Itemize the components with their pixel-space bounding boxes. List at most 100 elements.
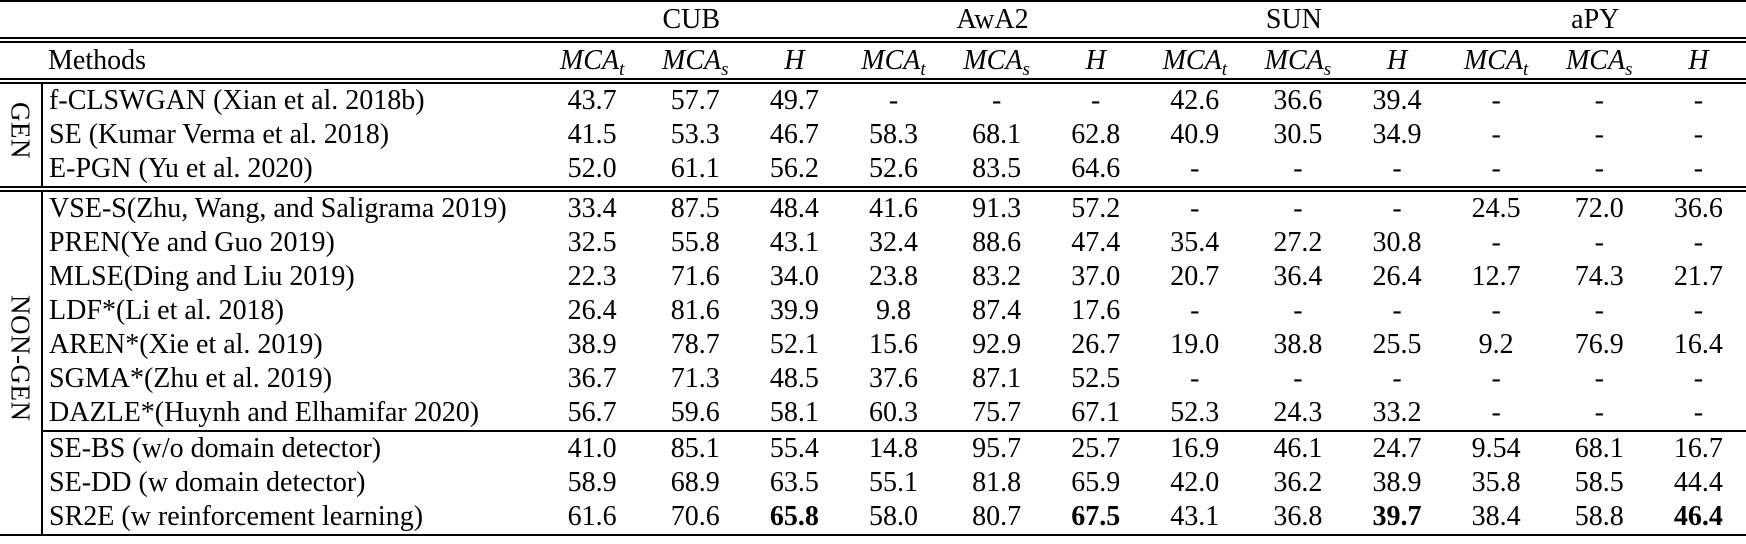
value-cell: 58.3 xyxy=(868,119,918,150)
value-cell: - xyxy=(1491,295,1501,326)
value-cell: 87.1 xyxy=(972,363,1022,394)
value-cell: 44.4 xyxy=(1673,467,1723,498)
method-cell: SE-BS (w/o domain detector) xyxy=(42,430,541,466)
value-cell: 95.7 xyxy=(945,430,1049,466)
value-cell: 71.6 xyxy=(670,261,720,292)
value-cell: 71.3 xyxy=(670,363,720,394)
value-cell: 64.6 xyxy=(1071,153,1121,184)
value-cell: 61.1 xyxy=(670,153,720,184)
value-cell: 37.0 xyxy=(1071,261,1121,292)
value-cell: 81.6 xyxy=(670,295,720,326)
value-cell: 40.9 xyxy=(1170,119,1220,150)
metric-header: MCAs xyxy=(945,40,1049,84)
table-row: AREN*(Xie et al. 2019) 38.9 78.7 52.1 15.6 92… xyxy=(0,328,1746,362)
value-cell: 85.1 xyxy=(643,430,747,466)
metric-header-row: Methods MCAt MCAs H MCAt MCAs H MCAt MCAs H MCAt M… xyxy=(0,40,1746,84)
value-cell: - xyxy=(1693,153,1704,184)
value-cell: - xyxy=(1693,397,1704,428)
value-cell: 14.8 xyxy=(841,430,946,466)
metric-header: H xyxy=(1650,40,1746,84)
value-cell: 52.1 xyxy=(769,329,819,360)
dataset-header-row: CUB AwA2 SUN aPY xyxy=(0,1,1746,43)
value-cell: 56.2 xyxy=(769,153,819,184)
value-cell: - xyxy=(1143,186,1247,226)
value-cell: 60.3 xyxy=(868,397,918,428)
value-cell: 36.6 xyxy=(1650,186,1746,226)
value-cell: 39.4 xyxy=(1349,78,1445,118)
value-cell: - xyxy=(1650,78,1746,118)
method-cell: SR2E (w reinforcement learning) xyxy=(49,501,424,532)
value-cell: 67.1 xyxy=(1071,397,1121,428)
value-cell: 9.2 xyxy=(1478,329,1514,360)
methods-header: Methods xyxy=(0,40,541,84)
metric-label: MCAt xyxy=(1463,45,1529,80)
value-cell: 55.8 xyxy=(670,227,720,258)
value-cell: 42.0 xyxy=(1170,467,1220,498)
table-row: GEN f-CLSWGAN (Xian et al. 2018b) 43.7 57.7… xyxy=(0,78,1746,189)
value-cell: 81.8 xyxy=(972,467,1022,498)
metric-header: H xyxy=(1048,40,1144,84)
value-cell: - xyxy=(1547,78,1651,118)
table-row: NON-GEN VSE-S(Zhu, Wang, and Saligrama 20… xyxy=(0,186,1746,535)
value-cell: - xyxy=(1293,153,1303,184)
value-cell: 39.7 xyxy=(1372,501,1422,532)
method-cell: LDF*(Li et al. 2018) xyxy=(49,295,284,326)
metric-label: H xyxy=(1085,45,1106,76)
value-cell: - xyxy=(1190,363,1200,394)
method-cell: f-CLSWGAN (Xian et al. 2018b) xyxy=(42,78,541,118)
method-cell: E-PGN (Yu et al. 2020) xyxy=(49,153,313,184)
method-cell: MLSE(Ding and Liu 2019) xyxy=(49,261,355,292)
value-cell: 52.5 xyxy=(1071,363,1121,394)
table-row: PREN(Ye and Guo 2019) 32.5 55.8 43.1 32.4 88.… xyxy=(0,226,1746,260)
section-label-text: GEN xyxy=(5,102,36,159)
value-cell: 57.2 xyxy=(1048,186,1144,226)
table-row: DAZLE*(Huynh and Elhamifar 2020) 56.7 59.6… xyxy=(0,396,1746,431)
value-cell: 43.1 xyxy=(769,227,819,258)
value-cell: 16.4 xyxy=(1673,329,1723,360)
corner-cell xyxy=(0,1,541,43)
value-cell: 62.8 xyxy=(1071,119,1121,150)
section-label: NON-GEN xyxy=(0,186,44,535)
metric-label: MCAs xyxy=(662,45,729,80)
metric-subscript: s xyxy=(1323,59,1332,80)
value-cell: 41.5 xyxy=(567,119,617,150)
value-cell: 41.0 xyxy=(540,430,644,466)
value-cell: - xyxy=(1693,295,1704,326)
value-cell: 26.4 xyxy=(1372,261,1422,292)
value-cell: 70.6 xyxy=(670,501,720,532)
table-row: MLSE(Ding and Liu 2019) 22.3 71.6 34.0 23.8 8… xyxy=(0,260,1746,294)
value-cell: - xyxy=(1491,227,1501,258)
value-cell: - xyxy=(841,78,946,118)
value-cell: 24.7 xyxy=(1349,430,1445,466)
value-cell: - xyxy=(1491,119,1501,150)
value-cell: - xyxy=(1491,397,1501,428)
value-cell: 32.5 xyxy=(567,227,617,258)
value-cell: 38.4 xyxy=(1471,501,1521,532)
value-cell: 41.6 xyxy=(841,186,946,226)
value-cell: 52.3 xyxy=(1170,397,1220,428)
value-cell: 53.3 xyxy=(670,119,720,150)
value-cell: 33.4 xyxy=(540,186,644,226)
value-cell: - xyxy=(1594,227,1604,258)
metric-subscript: s xyxy=(721,59,729,80)
value-cell: 25.7 xyxy=(1048,430,1144,466)
value-cell: 68.1 xyxy=(972,119,1022,150)
dataset-header: aPY xyxy=(1444,1,1746,43)
value-cell: 15.6 xyxy=(868,329,918,360)
value-cell: 35.4 xyxy=(1170,227,1220,258)
metric-label: H xyxy=(1386,45,1408,76)
method-cell: SGMA*(Zhu et al. 2019) xyxy=(49,363,333,394)
value-cell: 58.1 xyxy=(769,397,819,428)
value-cell: 19.0 xyxy=(1170,329,1220,360)
value-cell: - xyxy=(1594,295,1604,326)
method-cell: SE (Kumar Verma et al. 2018) xyxy=(49,119,390,150)
value-cell: 49.7 xyxy=(746,78,842,118)
value-cell: 87.4 xyxy=(972,295,1022,326)
value-cell: 46.4 xyxy=(1673,501,1723,532)
value-cell: 83.2 xyxy=(972,261,1022,292)
value-cell: 58.0 xyxy=(868,501,918,532)
value-cell: - xyxy=(1693,363,1704,394)
value-cell: 27.2 xyxy=(1273,227,1323,258)
value-cell: 48.4 xyxy=(746,186,842,226)
value-cell: 48.5 xyxy=(769,363,819,394)
